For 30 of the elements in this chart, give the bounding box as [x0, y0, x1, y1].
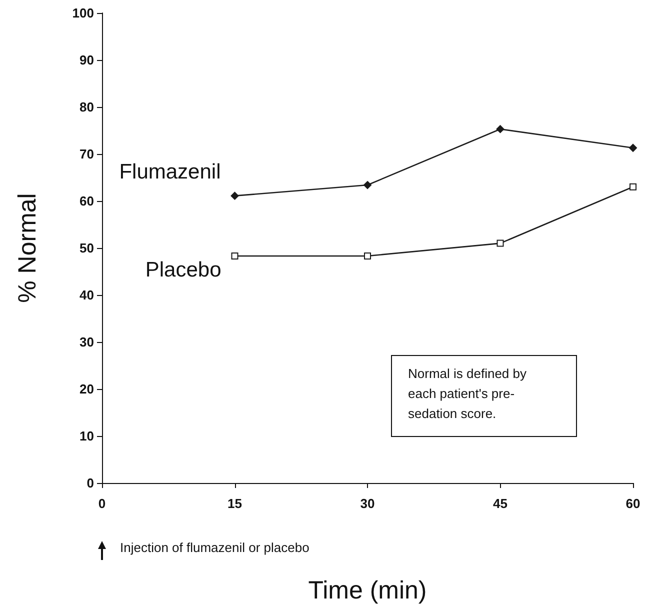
note-box: Normal is defined by each patient's pre-sedation score. — [391, 355, 577, 437]
series-label: Flumazenil — [119, 160, 221, 184]
x-tick-label: 0 — [98, 496, 106, 511]
series-label: Placebo — [145, 258, 222, 282]
point — [496, 240, 504, 247]
point — [364, 181, 372, 190]
x-tick-label: 15 — [228, 496, 242, 511]
x-tick-label: 30 — [360, 496, 375, 511]
y-axis-title: % Normal — [14, 193, 42, 303]
y-tick-label: 50 — [80, 240, 94, 256]
point — [230, 192, 239, 200]
point — [231, 252, 238, 260]
y-tick-label: 70 — [80, 146, 94, 162]
point — [364, 252, 371, 260]
y-tick-label: 60 — [80, 194, 94, 208]
y-tick-label: 90 — [80, 52, 94, 68]
point — [630, 183, 636, 190]
y-tick-label: 100 — [72, 6, 94, 20]
point — [629, 144, 637, 152]
x-tick-label: 45 — [493, 496, 508, 511]
text: Injection of flumazenil or placebo — [120, 540, 310, 555]
x-tick-label: 60 — [626, 496, 640, 511]
y-tick-label: 0 — [86, 476, 94, 490]
y-tick-label: 40 — [80, 288, 94, 302]
y-tick-label: 10 — [80, 428, 94, 444]
y-tick-label: 80 — [80, 100, 94, 114]
point — [496, 125, 504, 134]
x-axis-title: Time (min) — [308, 576, 427, 604]
y-tick-label: 30 — [80, 334, 94, 350]
y-tick-label: 20 — [80, 382, 94, 396]
